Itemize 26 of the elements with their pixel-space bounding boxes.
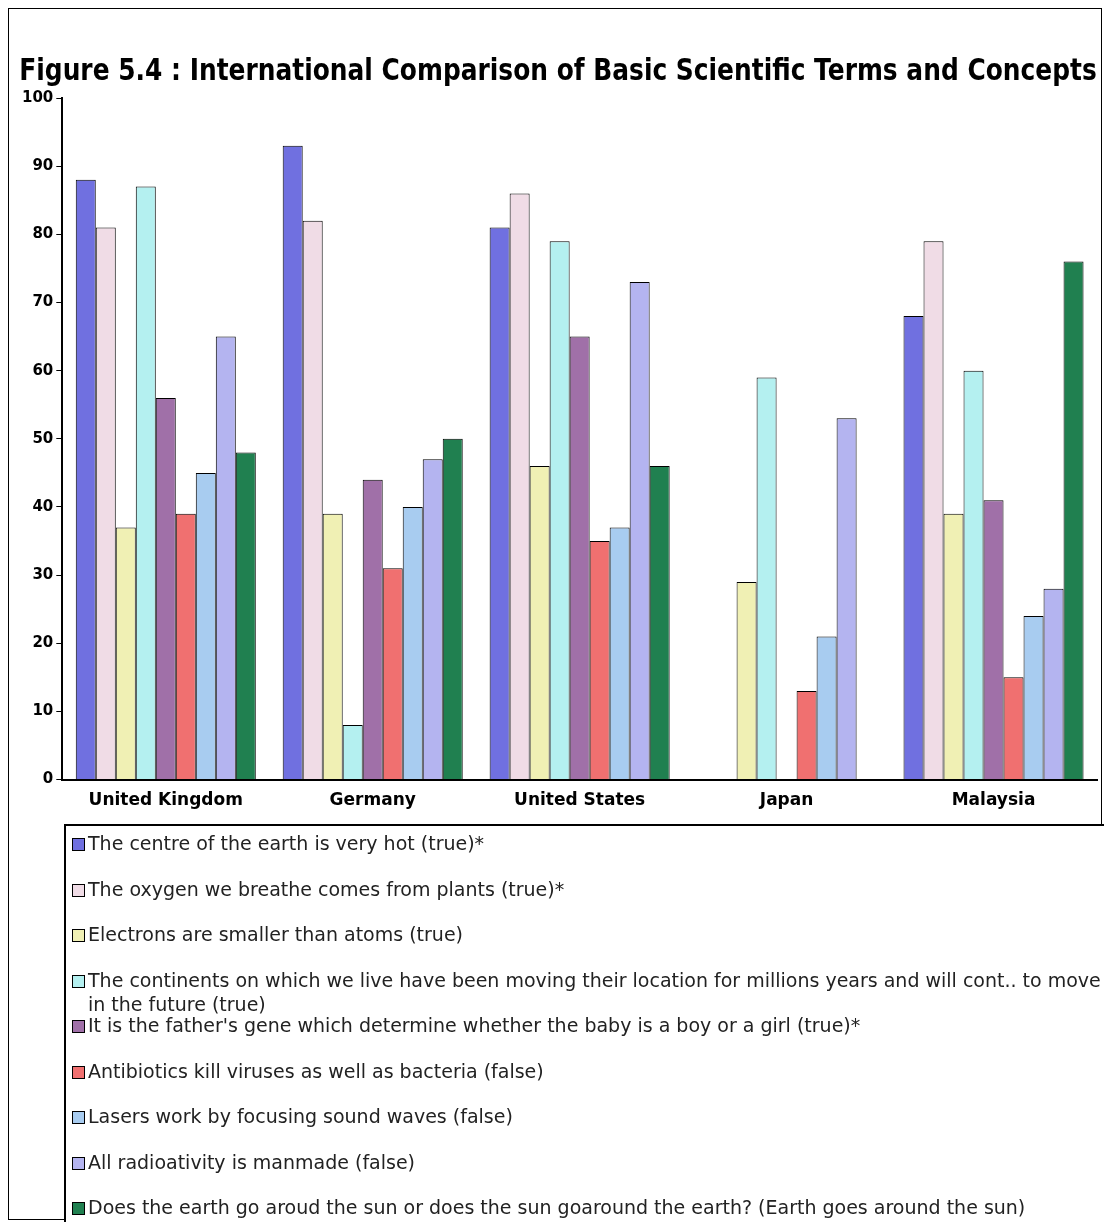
legend-label: Lasers work by focusing sound waves (false) bbox=[88, 1104, 513, 1128]
y-tick-label: 10 bbox=[32, 701, 54, 720]
y-tick-label: 80 bbox=[32, 224, 54, 243]
x-tick-label: Malaysia bbox=[951, 789, 1036, 810]
legend-label: It is the father's gene which determine whether the baby is a boy or a girl (true)* bbox=[88, 1014, 861, 1037]
chart-title: Figure 5.4 : International Comparison of Basic Scientific Terms and Concepts bbox=[19, 51, 1097, 88]
legend-label: All radioativity is manmade (false) bbox=[88, 1149, 416, 1174]
y-tick-label: 100 bbox=[22, 87, 54, 106]
y-tick-label: 40 bbox=[32, 496, 54, 515]
x-tick-label: United Kingdom bbox=[88, 789, 243, 810]
y-tick-label: 60 bbox=[32, 360, 54, 379]
legend-label: The continents on which we live have been moving their location for millions years and will cont.. to move in the future (true) bbox=[88, 967, 1101, 1016]
x-tick-label: Japan bbox=[758, 789, 814, 810]
x-tick-label: United States bbox=[514, 789, 646, 810]
y-tick-label: 20 bbox=[32, 633, 54, 652]
y-tick-label: 90 bbox=[32, 156, 54, 175]
x-tick-label: Germany bbox=[329, 789, 416, 810]
y-tick-label: 70 bbox=[32, 292, 54, 311]
legend-label: Does the earth go aroud the sun or does the sun goaround the earth? (Earth goes around the sun) bbox=[88, 1195, 1026, 1219]
legend-label: Antibiotics kill viruses as well as bacteria (false) bbox=[88, 1058, 544, 1083]
y-tick-label: 30 bbox=[32, 565, 54, 584]
y-tick-label: 50 bbox=[32, 428, 54, 447]
legend-label: The centre of the earth is very hot (true)* bbox=[88, 831, 485, 855]
legend-label: Electrons are smaller than atoms (true) bbox=[88, 922, 463, 946]
y-tick-label: 0 bbox=[42, 769, 54, 788]
legend-label: The oxygen we breathe comes from plants (true)* bbox=[88, 876, 565, 901]
